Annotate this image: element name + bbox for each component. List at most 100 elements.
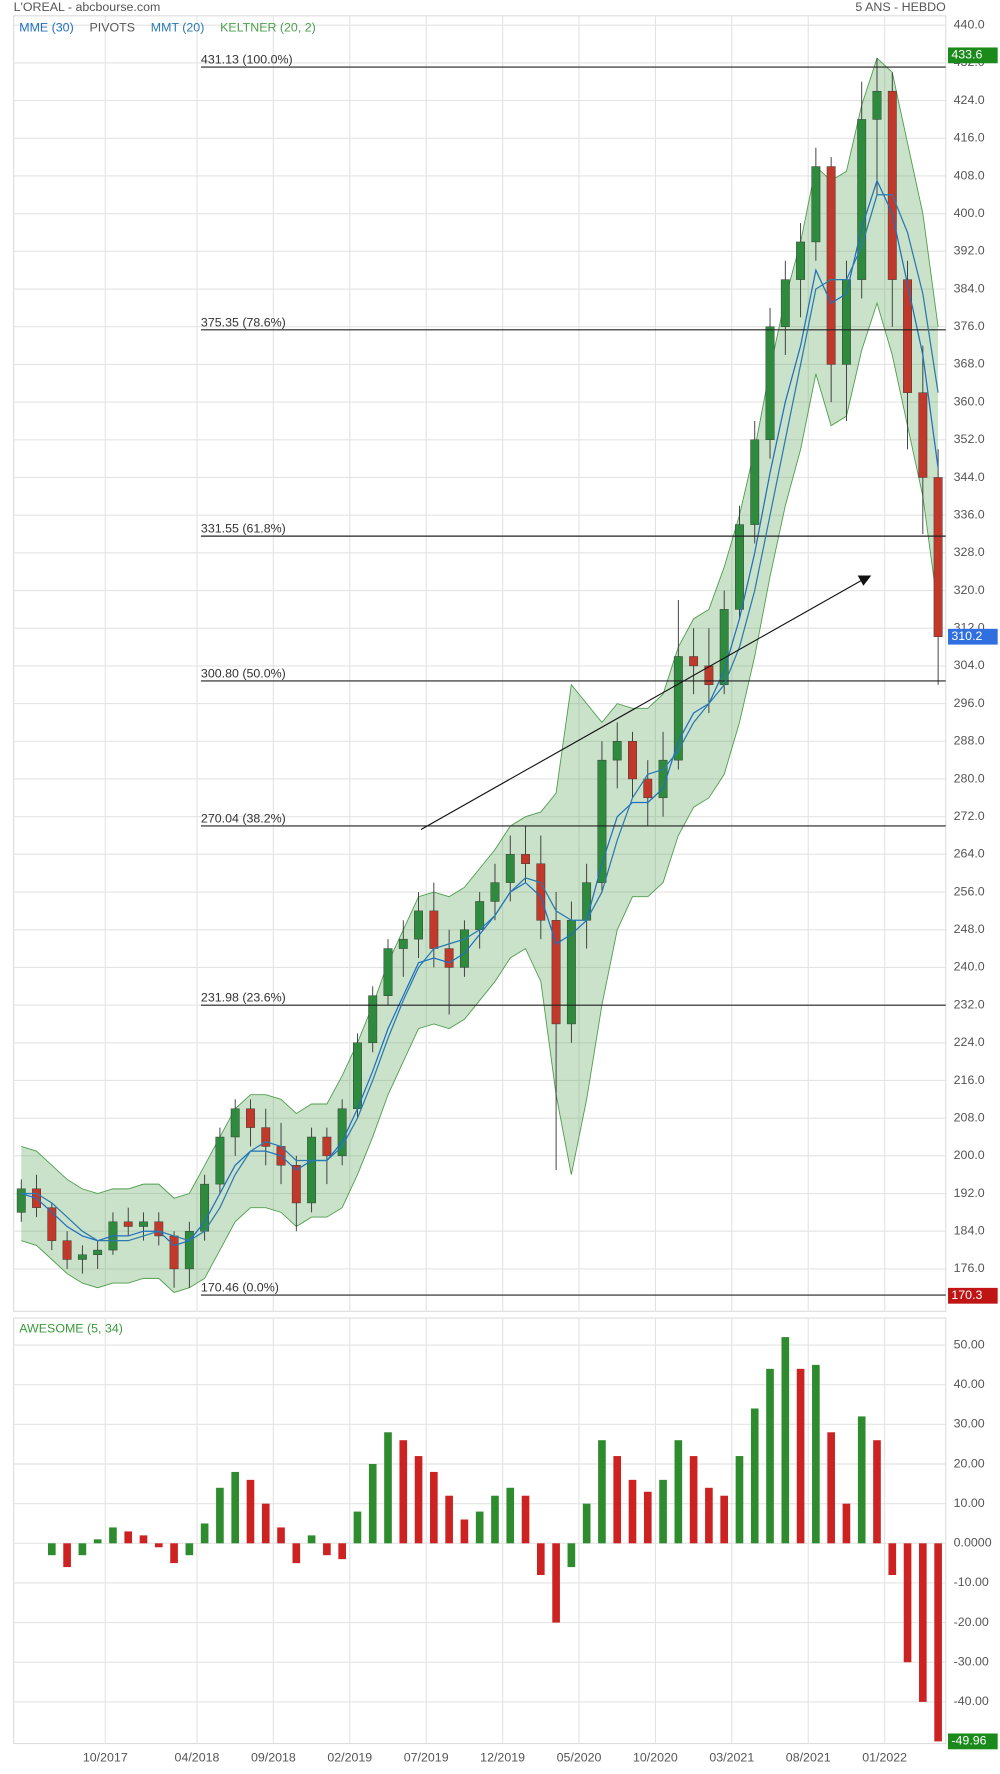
value-badge-label: 310.2 [951,629,982,643]
candle-body [903,279,912,393]
y-tick-label: 416.0 [954,131,985,145]
legend-entry: MME (30) [19,20,73,34]
oscillator-bar [109,1527,117,1544]
y-tick-label: 304.0 [954,658,985,672]
candle-body [704,665,714,685]
candle-body [887,90,897,280]
candle-body [200,1183,210,1232]
y-tick-label: 30.00 [954,1417,985,1431]
x-tick-label: 09/2018 [251,1750,296,1764]
oscillator-bar [246,1479,255,1544]
y-tick-label: 224.0 [954,1035,985,1049]
candle-body [796,241,806,280]
candle-body [246,1108,255,1128]
y-tick-label: 232.0 [954,997,985,1011]
pivot-label: 431.13 (100.0%) [201,53,293,67]
oscillator-bar [399,1440,408,1544]
oscillator-bar [873,1440,881,1544]
oscillator-bar [628,1479,637,1544]
value-badge-label: 433.6 [951,48,982,62]
oscillator-bar [63,1543,71,1568]
x-tick-label: 05/2020 [557,1750,602,1764]
candle-body [230,1108,240,1138]
x-tick-label: 08/2021 [786,1750,831,1764]
oscillator-bar [353,1511,362,1544]
oscillator-bar [766,1368,774,1544]
candle-body [918,392,928,478]
candle-body [444,948,454,968]
chart-title: L'OREAL - abcbourse.com [14,0,161,14]
oscillator-bar [154,1543,163,1548]
oscillator-bar [689,1456,698,1544]
moving-average [21,194,939,1242]
keltner-band [21,58,939,1293]
y-tick-label: 240.0 [954,960,985,974]
chart-subtitle: 5 ANS - HEBDO [855,0,946,14]
oscillator-bar [659,1479,667,1544]
y-tick-label: -10.00 [954,1575,989,1589]
candle-body [429,910,439,949]
oscillator-bar [506,1487,515,1544]
oscillator-bar [750,1408,759,1544]
y-tick-label: 288.0 [954,734,985,748]
candle-body [139,1221,148,1227]
candle-body [383,948,393,996]
x-tick-label: 02/2019 [327,1750,372,1764]
oscillator-bar [903,1543,912,1663]
oscillator-bar [384,1432,392,1544]
candle-body [612,741,622,761]
candle-body [628,741,637,780]
oscillator-bar [842,1503,851,1544]
oscillator-bar [185,1543,194,1556]
y-tick-label: 264.0 [954,847,985,861]
y-tick-label: 376.0 [954,319,985,333]
oscillator-bar [216,1487,224,1544]
y-tick-label: 50.00 [954,1337,985,1351]
oscillator-bar [812,1364,820,1544]
y-tick-label: 0.0000 [954,1536,992,1550]
candle-body [780,279,790,327]
y-tick-label: -20.00 [954,1615,989,1629]
y-tick-label: 368.0 [954,357,985,371]
oscillator-bar [368,1463,377,1544]
y-tick-label: 392.0 [954,244,985,258]
oscillator-bar [475,1511,484,1544]
candle-body [750,439,760,525]
candle-body [811,166,821,243]
oscillator-bar [491,1495,499,1544]
pivot-label: 331.55 (61.8%) [201,522,286,536]
candle-body [353,1042,362,1109]
candle-body [673,656,683,761]
y-tick-label: 328.0 [954,545,985,559]
candle-body [490,882,500,902]
candle-body [719,609,729,685]
y-tick-label: -30.00 [954,1655,989,1669]
value-badge [948,628,998,645]
oscillator-bar [919,1543,927,1702]
oscillator-bar [536,1543,545,1576]
oscillator-bar [735,1456,744,1544]
y-tick-label: 272.0 [954,809,985,823]
pivot-label: 300.80 (50.0%) [201,666,286,680]
candle-body [551,920,561,1025]
x-tick-label: 10/2017 [83,1750,128,1764]
x-tick-label: 04/2018 [175,1750,220,1764]
y-tick-label: 424.0 [954,93,985,107]
oscillator-bar [582,1503,591,1544]
oscillator-bar [430,1471,438,1544]
legend-entry: PIVOTS [90,20,136,34]
y-tick-label: -40.00 [954,1694,989,1708]
candle-body [933,477,943,637]
x-tick-label: 10/2020 [633,1750,678,1764]
oscillator-bar [277,1527,285,1544]
arrow-head [857,575,872,586]
oscillator-bar [170,1543,178,1564]
trend-arrow [420,575,872,830]
y-tick-label: 352.0 [954,432,985,446]
candle-body [169,1235,179,1270]
oscillator-bar [460,1519,469,1544]
y-tick-label: 440.0 [954,18,985,32]
candle-body [689,656,699,667]
